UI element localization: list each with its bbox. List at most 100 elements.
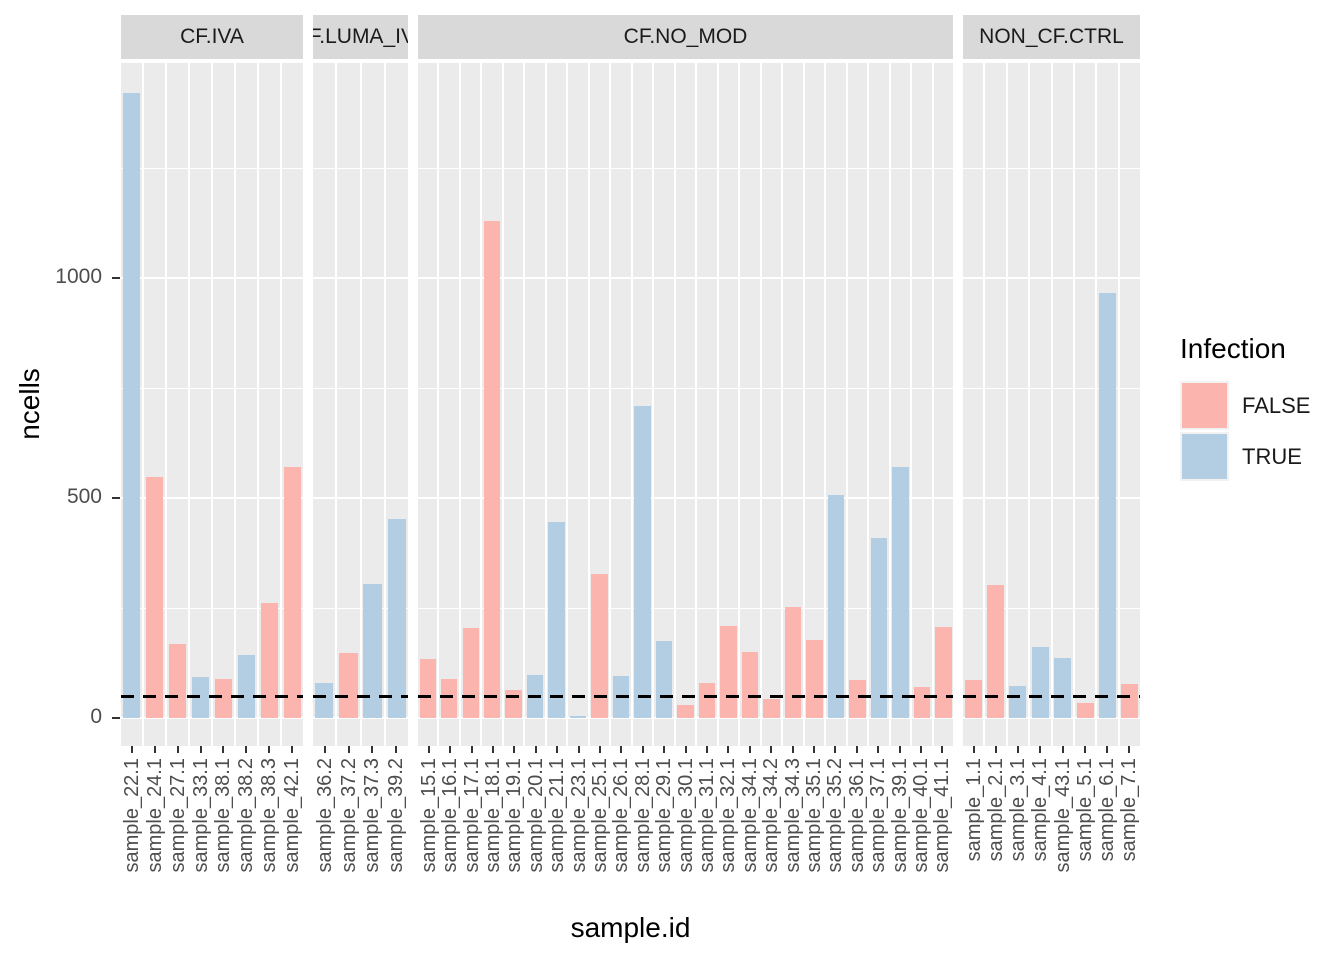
bar-sample_24.1 [145,476,164,718]
bar-slot [335,63,359,746]
x-tick-label-sample_31.1: sample_31.1 [695,758,718,873]
x-tick [199,746,202,753]
bar-slots [121,63,303,746]
x-tick-cell: sample_29.1 [653,746,675,873]
bar-slot [802,63,824,746]
x-tick-label-sample_17.1: sample_17.1 [460,758,483,873]
bar-slot [313,63,335,746]
bar-slot [609,63,630,746]
y-tick-label: 0 [90,705,102,728]
x-tick [770,746,773,753]
x-tick-cell: sample_7.1 [1118,746,1140,873]
x-tick-cell: sample_35.1 [803,746,825,873]
bar-sample_38.1 [214,679,233,718]
plot-panel [313,63,408,746]
x-tick-cell: sample_34.2 [760,746,783,873]
x-tick [1061,746,1064,753]
x-tick [577,746,580,753]
bar-sample_15.1 [419,659,436,718]
major-gridline [418,497,953,499]
x-axis: sample_1.1 sample_2.1 sample_3.1 sample_4.1… [963,746,1140,873]
x-tick-label-sample_38.2: sample_38.2 [235,758,258,873]
bar-slot [359,63,384,746]
x-tick-cell: sample_3.1 [1007,746,1029,873]
bar-sample_29.1 [655,641,673,718]
bar-slot [523,63,544,746]
x-tick-label-sample_30.1: sample_30.1 [674,758,697,873]
bar-slot [188,63,211,746]
x-tick-cell: sample_24.1 [144,746,167,873]
legend-title: Infection [1180,333,1286,364]
bar-slot [910,63,931,746]
x-tick [620,746,623,753]
x-tick-cell: sample_21.1 [546,746,568,873]
x-tick-label-sample_39.2: sample_39.2 [385,758,408,873]
bar-slot [480,63,501,746]
x-tick-cell: sample_20.1 [525,746,547,873]
bar-slot [437,63,458,746]
bar-sample_2.1 [987,584,1005,718]
bar-sample_31.1 [698,682,716,718]
x-tick [154,746,157,753]
legend-key-false: FALSE [1180,381,1310,430]
bar-sample_37.2 [339,652,358,718]
x-axis: sample_22.1 sample_24.1 sample_27.1 sample_… [121,746,303,873]
x-tick-cell: sample_17.1 [460,746,483,873]
bar-sample_28.1 [634,405,651,718]
bar-sample_39.1 [892,466,909,718]
threshold-line [418,695,953,698]
x-tick-cell: sample_19.1 [503,746,525,873]
plot-panel [418,63,953,746]
x-tick-cell: sample_4.1 [1029,746,1051,873]
bar-slot [983,63,1005,746]
bar-slot [165,63,188,746]
y-tick-label: 500 [66,485,102,508]
x-tick-label-sample_42.1: sample_42.1 [280,758,303,873]
bar-slot [121,63,142,746]
x-tick-label-sample_15.1: sample_15.1 [417,758,440,873]
x-tick-cell: sample_18.1 [482,746,504,873]
x-tick-cell: sample_37.2 [337,746,361,873]
x-tick-label-sample_2.1: sample_2.1 [985,758,1008,862]
x-tick-label-sample_3.1: sample_3.1 [1007,758,1030,862]
bar-sample_23.1 [569,715,587,718]
x-tick [995,746,998,753]
threshold-line [963,695,1140,698]
x-tick [1083,746,1086,753]
x-tick-label-sample_34.1: sample_34.1 [738,758,761,873]
bar-slot [673,63,695,746]
bar-sample_35.2 [827,494,845,718]
x-tick-cell: sample_34.1 [738,746,761,873]
x-tick-cell: sample_2.1 [985,746,1007,873]
bar-sample_39.2 [387,519,407,718]
threshold-line [313,695,408,698]
bar-slot [759,63,781,746]
facet-strip: CF.NO_MOD [418,15,953,59]
x-tick-label-sample_28.1: sample_28.1 [631,758,654,873]
x-tick [267,746,270,753]
x-tick-label-sample_39.1: sample_39.1 [888,758,911,873]
x-tick-label-sample_37.2: sample_37.2 [337,758,360,873]
x-tick-label-sample_34.2: sample_34.2 [760,758,783,873]
plot-panel [963,63,1140,746]
bar-slot [1005,63,1028,746]
bar-sample_30.1 [677,704,694,718]
bar-slot [280,63,303,746]
x-tick-cell: sample_15.1 [417,746,440,873]
bar-sample_7.1 [1121,684,1139,718]
legend-label-true: TRUE [1242,443,1302,469]
x-tick-cell: sample_34.3 [782,746,804,873]
x-tick-cell: sample_25.1 [589,746,611,873]
facet-strip: CF.LUMA_IVA [313,15,408,59]
x-tick-cell: sample_1.1 [963,746,985,873]
bar-slot [630,63,652,746]
bar-slots [313,63,408,746]
bar-slot [501,63,523,746]
bar-slot [845,63,867,746]
x-tick [222,746,225,753]
x-tick-label-sample_38.3: sample_38.3 [257,758,280,873]
x-tick-cell: sample_5.1 [1074,746,1096,873]
x-tick-cell: sample_39.1 [888,746,911,873]
bar-sample_38.2 [237,655,256,718]
